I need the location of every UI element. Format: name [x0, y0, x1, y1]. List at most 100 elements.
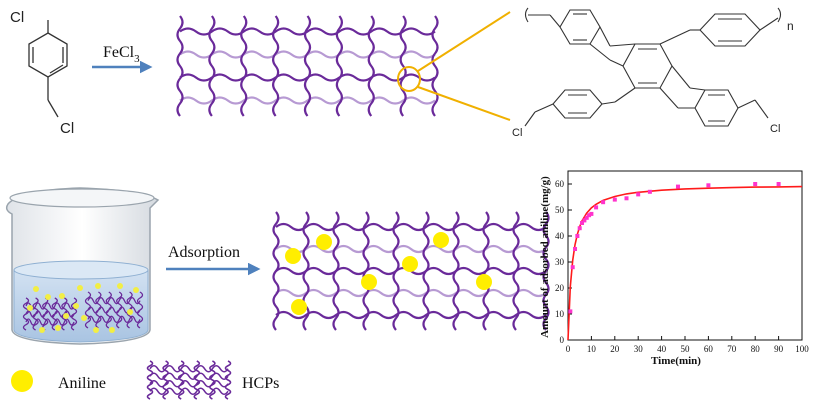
data-point [776, 182, 781, 186]
data-point [612, 197, 617, 202]
network-strand-v [399, 15, 407, 117]
aniline-molecule [77, 285, 83, 291]
x-tick-label: 100 [795, 344, 809, 354]
y-tick-label: 10 [555, 309, 565, 319]
x-tick-label: 0 [566, 344, 571, 354]
network-strand-v [177, 360, 185, 400]
network-strand-v [84, 291, 92, 329]
adsorption-label: Adsorption [168, 244, 240, 261]
legend-hcps-marker [146, 360, 232, 400]
data-point [601, 200, 606, 205]
repeat-subscript: n [787, 19, 794, 33]
x-tick-label: 50 [681, 344, 691, 354]
aniline-molecule [117, 283, 123, 289]
network-strand-v [542, 211, 550, 331]
network-strand-v [193, 360, 201, 400]
network-strand-v [482, 211, 490, 331]
aniline-molecule [133, 287, 139, 293]
x-tick-label: 10 [587, 344, 597, 354]
data-point [624, 196, 629, 201]
aniline-molecule [361, 274, 377, 290]
network-strand-h [275, 288, 547, 298]
plot-area [567, 170, 803, 341]
data-point [577, 226, 582, 231]
network-strand-v [302, 211, 310, 331]
network-strand-v [332, 211, 340, 331]
adsorption-kinetics-chart: 0 10 20 30 40 50 60 70 80 90 100 0 10 20 30 40 50 60 Tim… [539, 170, 809, 367]
network-strand-h [179, 96, 436, 105]
data-point [647, 189, 652, 194]
structure-cl-left: Cl [512, 127, 522, 139]
y-tick-label: 0 [560, 335, 565, 345]
network-strand-v [362, 211, 370, 331]
aniline-molecule [73, 303, 79, 309]
network-strand-v [208, 15, 216, 117]
network-strand-v [105, 291, 112, 329]
aniline-molecule [39, 327, 45, 333]
data-point [568, 309, 573, 314]
aniline-molecule [59, 293, 65, 299]
y-tick-label: 30 [555, 257, 565, 267]
network-strand-v [146, 360, 154, 400]
network-strand-v [392, 211, 400, 331]
data-point [584, 215, 589, 220]
network-strand-v [22, 297, 30, 331]
x-tick-label: 70 [727, 344, 737, 354]
network-strand-v [422, 211, 430, 331]
network-strand-v [136, 291, 144, 329]
aniline-molecule [402, 256, 418, 272]
hcp-network-top [176, 15, 439, 117]
aniline-molecule [476, 274, 492, 290]
network-strand-v [95, 291, 102, 329]
data-point [573, 247, 578, 251]
chart-y-ticks: 0 10 20 30 40 50 60 [555, 179, 572, 345]
aniline-molecule [93, 327, 99, 333]
network-strand-h [275, 244, 547, 254]
y-tick-label: 20 [555, 283, 565, 293]
x-tick-label: 60 [704, 344, 714, 354]
aniline-molecule [127, 309, 133, 315]
network-strand-h [149, 387, 229, 396]
network-strand-v [431, 15, 439, 117]
legend-hcps-label: HCPs [242, 375, 279, 392]
network-strand-v [272, 15, 280, 117]
network-strand-h [87, 306, 141, 314]
fit-curve [567, 185, 803, 341]
network-strand-v [367, 15, 375, 117]
network-strand-h [275, 222, 547, 232]
network-strand-h [275, 310, 547, 320]
data-points [568, 182, 781, 314]
x-tick-label: 90 [774, 344, 784, 354]
network-strand-v [303, 15, 312, 117]
data-point [636, 192, 641, 197]
chart-plot-frame [567, 170, 803, 341]
x-tick-label: 80 [751, 344, 761, 354]
structure-cl-right: Cl [770, 123, 780, 135]
data-point [587, 213, 592, 218]
data-point [706, 183, 711, 188]
aniline-molecule [81, 315, 87, 321]
aniline-molecule [33, 286, 39, 292]
monomer-structure [28, 20, 68, 118]
chart-x-ticks: 0 10 20 30 40 50 60 70 80 90 100 [566, 336, 809, 354]
monomer-cl-top: Cl [10, 9, 24, 26]
network-strand-h [149, 379, 229, 388]
network-strand-v [224, 360, 232, 400]
x-tick-label: 30 [634, 344, 644, 354]
zoom-indicator [397, 11, 511, 121]
network-strand-v [452, 211, 460, 331]
data-point [594, 205, 599, 210]
y-tick-label: 40 [555, 231, 565, 241]
x-tick-label: 40 [657, 344, 667, 354]
hcp-network-with-aniline [272, 211, 550, 331]
aniline-molecule [316, 234, 332, 250]
network-strand-v [42, 297, 49, 331]
network-strand-v [162, 360, 169, 400]
network-strand-v [209, 360, 216, 400]
aniline-molecule [27, 305, 33, 311]
legend-aniline-marker [11, 370, 33, 392]
x-tick-label: 20 [610, 344, 620, 354]
aniline-molecule [95, 283, 101, 289]
network-strand-h [25, 310, 75, 318]
